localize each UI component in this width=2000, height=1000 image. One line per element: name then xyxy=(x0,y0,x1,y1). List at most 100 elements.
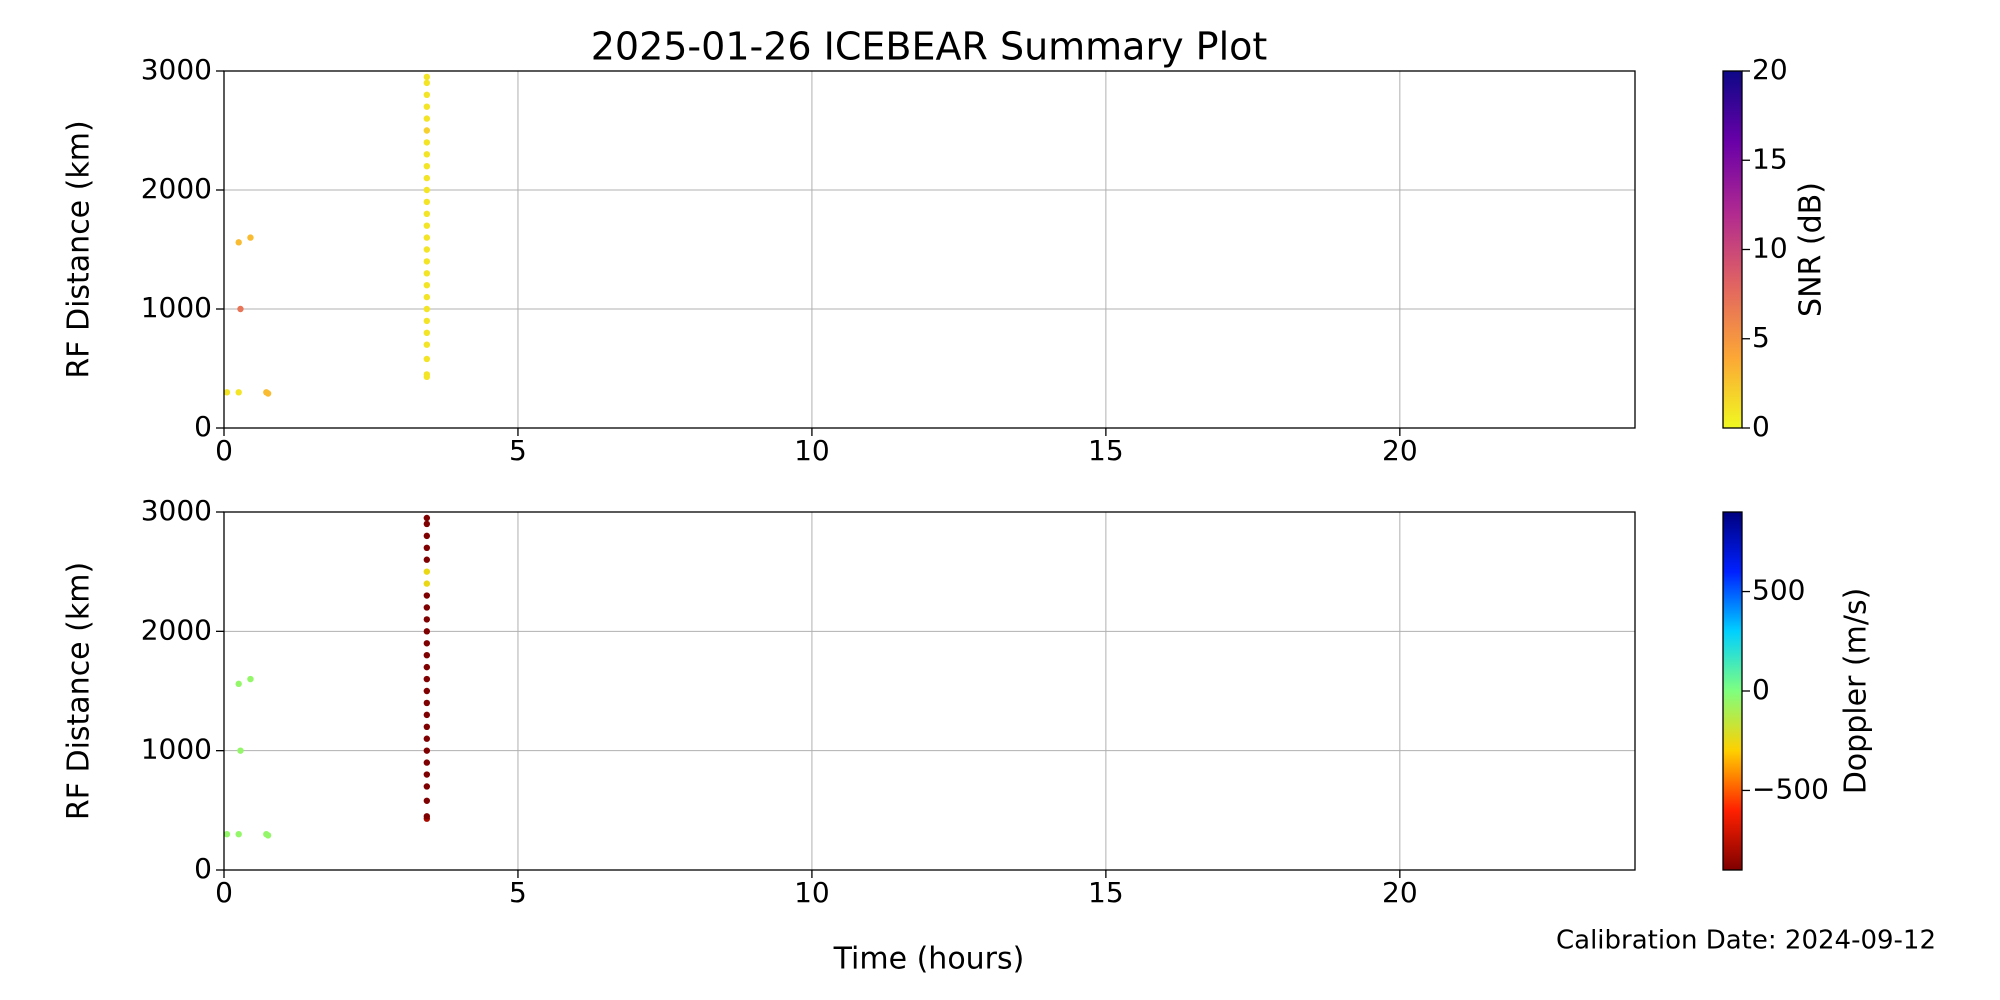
x-axis-label: Time (hours) xyxy=(833,942,1025,977)
data-point xyxy=(247,675,254,683)
data-point xyxy=(423,532,431,540)
data-point xyxy=(235,680,242,688)
data-point xyxy=(423,759,431,766)
data-point xyxy=(423,198,431,206)
data-point xyxy=(423,711,431,719)
x-tick-label: 5 xyxy=(509,434,527,467)
data-point xyxy=(423,699,431,707)
data-point xyxy=(423,592,431,599)
annotation: Calibration Date: 2024-09-12 xyxy=(1556,926,1936,956)
x-tick-label: 10 xyxy=(794,434,830,467)
data-point xyxy=(423,544,431,551)
y-axis-label: RF Distance (km) xyxy=(62,120,97,378)
colorbar-label: SNR (dB) xyxy=(1794,182,1829,317)
data-point xyxy=(223,831,231,838)
x-tick-label: 20 xyxy=(1382,876,1418,909)
colorbar xyxy=(1722,70,1743,429)
data-point xyxy=(423,234,431,241)
x-tick-label: 15 xyxy=(1088,876,1124,909)
data-point xyxy=(423,568,431,575)
colorbar xyxy=(1722,511,1743,871)
data-point xyxy=(423,127,431,134)
data-point xyxy=(423,514,431,522)
data-point xyxy=(423,103,431,110)
data-point xyxy=(423,687,431,695)
data-point xyxy=(423,580,431,587)
data-point xyxy=(423,139,431,146)
data-point xyxy=(423,652,431,659)
data-point xyxy=(423,813,431,820)
data-point xyxy=(423,797,431,804)
data-point xyxy=(235,389,242,396)
y-tick-label: 0 xyxy=(194,410,212,443)
x-tick-label: 5 xyxy=(509,876,527,909)
data-point xyxy=(235,831,242,838)
data-point xyxy=(237,305,244,313)
colorbar-tick-label: 10 xyxy=(1752,232,1788,265)
data-point xyxy=(423,723,431,730)
data-point xyxy=(423,675,431,683)
data-point xyxy=(423,616,431,623)
data-point xyxy=(423,735,431,742)
colorbar-tick-label: −500 xyxy=(1752,772,1829,805)
data-point xyxy=(237,747,244,754)
x-tick-label: 0 xyxy=(215,434,233,467)
data-point xyxy=(423,222,431,229)
colorbar-tick-label: 15 xyxy=(1752,142,1788,175)
data-point xyxy=(423,771,431,778)
data-point xyxy=(423,79,431,87)
colorbar-tick-label: 500 xyxy=(1752,574,1805,607)
data-point xyxy=(423,604,431,611)
chart-title: 2025-01-26 ICEBEAR Summary Plot xyxy=(591,25,1268,69)
data-point xyxy=(423,329,431,336)
x-tick-label: 0 xyxy=(215,876,233,909)
data-point xyxy=(423,317,431,325)
data-point xyxy=(423,91,431,99)
data-point xyxy=(235,239,242,246)
colorbar-tick-label: 0 xyxy=(1752,410,1770,443)
data-point xyxy=(423,151,431,158)
y-tick-label: 0 xyxy=(194,852,212,885)
data-point xyxy=(423,341,431,348)
y-axis-label: RF Distance (km) xyxy=(62,562,97,820)
data-point xyxy=(247,234,254,241)
colorbar-tick-label: 20 xyxy=(1752,53,1788,86)
data-point xyxy=(423,73,431,81)
data-point xyxy=(423,210,431,217)
colorbar-tick-label: 0 xyxy=(1752,673,1770,706)
data-point xyxy=(423,115,431,122)
x-tick-label: 10 xyxy=(794,876,830,909)
data-point xyxy=(423,747,431,754)
data-point xyxy=(423,355,431,363)
plot-frame xyxy=(223,511,1636,871)
y-tick-label: 1000 xyxy=(141,733,212,766)
data-point xyxy=(423,783,431,790)
colorbar-tick-label: 5 xyxy=(1752,321,1770,354)
plot-frame xyxy=(223,70,1636,429)
data-point xyxy=(423,371,431,378)
data-point xyxy=(423,293,431,301)
data-point xyxy=(423,628,431,635)
data-point xyxy=(423,556,431,563)
data-point xyxy=(423,663,431,671)
data-point xyxy=(423,305,431,313)
y-tick-label: 2000 xyxy=(141,172,212,205)
y-tick-label: 3000 xyxy=(141,53,212,86)
data-point xyxy=(223,389,231,396)
data-point xyxy=(423,246,431,253)
colorbar-label: Doppler (m/s) xyxy=(1839,588,1874,795)
data-point xyxy=(423,163,431,170)
y-tick-label: 1000 xyxy=(141,291,212,324)
x-tick-label: 15 xyxy=(1088,434,1124,467)
data-point xyxy=(264,832,272,839)
data-point xyxy=(423,258,431,265)
data-point xyxy=(423,270,431,277)
data-point xyxy=(264,390,272,397)
data-point xyxy=(423,174,431,182)
y-tick-label: 3000 xyxy=(141,494,212,527)
y-tick-label: 2000 xyxy=(141,613,212,646)
data-point xyxy=(423,640,431,647)
x-tick-label: 20 xyxy=(1382,434,1418,467)
data-point xyxy=(423,186,431,194)
